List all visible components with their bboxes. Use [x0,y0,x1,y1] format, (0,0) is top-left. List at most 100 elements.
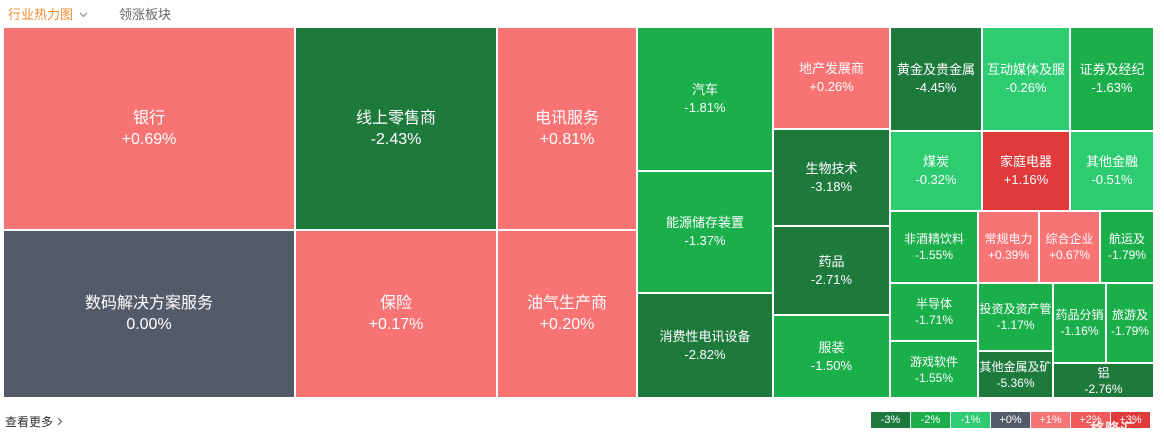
cell-change: -1.71% [914,313,954,327]
heatmap-cell-energy-storage[interactable]: 能源储存装置 -1.37% [637,171,773,293]
cell-change: +0.20% [539,316,595,333]
cell-change: -1.37% [684,233,726,248]
cell-name: 铝 [1097,365,1110,380]
heatmap-cell-travel[interactable]: 旅游及 -1.79% [1106,283,1154,363]
cell-name: 其他金融 [1085,154,1138,169]
cell-name: 常规电力 [984,232,1033,246]
cell-name: 能源储存装置 [665,215,744,230]
tab-leading-sectors[interactable]: 领涨板块 [119,7,171,23]
cell-name: 互动媒体及服 [986,62,1065,77]
tab-industry-heatmap-label: 行业热力图 [8,7,74,22]
heatmap-cell-gaming-software[interactable]: 游戏软件 -1.55% [890,341,978,398]
heatmap-cell-oil-gas[interactable]: 油气生产商 +0.20% [497,230,637,398]
cell-change: +0.81% [539,130,595,148]
see-more-label: 查看更多 [5,415,54,429]
cell-name: 综合企业 [1045,232,1094,246]
color-legend: -3% -2% -1% +0% +1% +2% +3% [871,412,1151,428]
cell-name: 证券及经纪 [1079,62,1145,77]
watermark-logo: 格隆汇 [1090,418,1135,439]
heatmap-cell-asset-mgmt[interactable]: 投资及资产管 -1.17% [978,283,1053,351]
cell-change: -2.43% [370,130,422,148]
chevron-down-icon[interactable] [79,12,88,18]
cell-name: 非酒精饮料 [903,232,964,246]
cell-name: 家庭电器 [999,154,1052,169]
heatmap-cell-consumer-telecom[interactable]: 消费性电讯设备 -2.82% [637,293,773,398]
cell-change: -4.45% [915,80,957,95]
heatmap-cell-conglomerates[interactable]: 综合企业 +0.67% [1039,211,1100,283]
cell-name: 服装 [818,339,845,355]
heatmap-cell-digital-solutions[interactable]: 数码解决方案服务 0.00% [3,230,295,398]
heatmap-cell-bank[interactable]: 银行 +0.69% [3,27,295,230]
cell-name: 游戏软件 [909,354,958,369]
heatmap-cell-other-finance[interactable]: 其他金融 -0.51% [1070,131,1154,211]
watermark-text: 格隆汇 [1090,421,1136,438]
cell-name: 电讯服务 [534,109,599,127]
cell-name: 生物技术 [805,160,858,176]
cell-name: 半导体 [915,297,952,311]
cell-change: -1.79% [1110,324,1150,338]
cell-change: -0.26% [1005,80,1047,95]
tab-bar: 行业热力图 领涨板块 [0,0,1164,28]
cell-change: -0.32% [915,172,957,187]
heatmap-cell-securities[interactable]: 证券及经纪 -1.63% [1070,27,1154,131]
cell-change: +0.69% [121,130,177,148]
legend-item: -2% [911,412,951,428]
cell-name: 投资及资产管 [979,302,1052,316]
see-more-link[interactable]: 查看更多 [5,413,63,430]
cell-name: 线上零售商 [355,109,436,127]
cell-change: -1.55% [914,370,954,385]
cell-change: -1.55% [914,248,954,262]
legend-item: -3% [871,412,911,428]
heatmap-cell-power[interactable]: 常规电力 +0.39% [978,211,1039,283]
heatmap-cell-shipping[interactable]: 航运及 -1.79% [1100,211,1154,283]
heatmap-cell-aluminum[interactable]: 铝 -2.76% [1053,363,1154,398]
heatmap-cell-property-dev[interactable]: 地产发展商 +0.26% [773,27,890,129]
cell-change: -1.17% [996,318,1035,332]
heatmap-cell-pharma[interactable]: 药品 -2.71% [773,226,890,315]
cell-change: -2.82% [684,346,726,362]
cell-name: 黄金及贵金属 [896,62,975,77]
heatmap-cell-interactive-media[interactable]: 互动媒体及服 -0.26% [982,27,1070,131]
cell-name: 其他金属及矿 [979,359,1052,374]
legend-item: +0% [991,412,1031,428]
tab-leading-sectors-label: 领涨板块 [119,7,172,22]
cell-name: 银行 [132,109,165,127]
heatmap-cell-other-metals[interactable]: 其他金属及矿 -5.36% [978,351,1053,398]
heatmap-cell-drug-distribution[interactable]: 药品分销 -1.16% [1053,283,1106,363]
cell-name: 航运及 [1108,232,1145,246]
cell-change: +1.16% [1003,172,1049,187]
heatmap-cell-online-retail[interactable]: 线上零售商 -2.43% [295,27,497,230]
heatmap-cell-insurance[interactable]: 保险 +0.17% [295,230,497,398]
heatmap-cell-gold[interactable]: 黄金及贵金属 -4.45% [890,27,982,131]
cell-change: -1.63% [1091,80,1133,95]
cell-change: +0.17% [368,316,424,333]
cell-change: -1.81% [684,100,726,115]
heatmap-cell-semiconductor[interactable]: 半导体 -1.71% [890,283,978,341]
cell-name: 药品 [818,253,845,269]
cell-name: 地产发展商 [798,61,864,76]
tab-industry-heatmap[interactable]: 行业热力图 [8,7,88,23]
cell-change: -2.71% [810,271,853,287]
cell-change: +0.26% [809,79,854,94]
heatmap-cell-apparel[interactable]: 服装 -1.50% [773,315,890,398]
heatmap-cell-auto[interactable]: 汽车 -1.81% [637,27,773,171]
cell-name: 旅游及 [1111,308,1148,322]
heatmap-cell-home-appliances[interactable]: 家庭电器 +1.16% [982,131,1070,211]
heatmap-cell-biotech[interactable]: 生物技术 -3.18% [773,129,890,226]
cell-change: -1.16% [1060,324,1099,338]
legend-item: +1% [1031,412,1071,428]
cell-change: -1.79% [1107,248,1147,262]
cell-change: -0.51% [1091,172,1133,187]
heatmap-cell-coal[interactable]: 煤炭 -0.32% [890,131,982,211]
cell-name: 消费性电讯设备 [659,328,751,344]
legend-item: +3% [1111,412,1151,428]
cell-change: -1.50% [810,357,853,373]
cell-name: 药品分销 [1055,308,1104,322]
cell-change: +0.39% [987,248,1030,262]
heatmap-cell-telecom-services[interactable]: 电讯服务 +0.81% [497,27,637,230]
cell-name: 数码解决方案服务 [84,295,213,312]
cell-change: -5.36% [996,375,1035,390]
heatmap-cell-soft-drinks[interactable]: 非酒精饮料 -1.55% [890,211,978,283]
cell-change: +0.67% [1048,248,1091,262]
